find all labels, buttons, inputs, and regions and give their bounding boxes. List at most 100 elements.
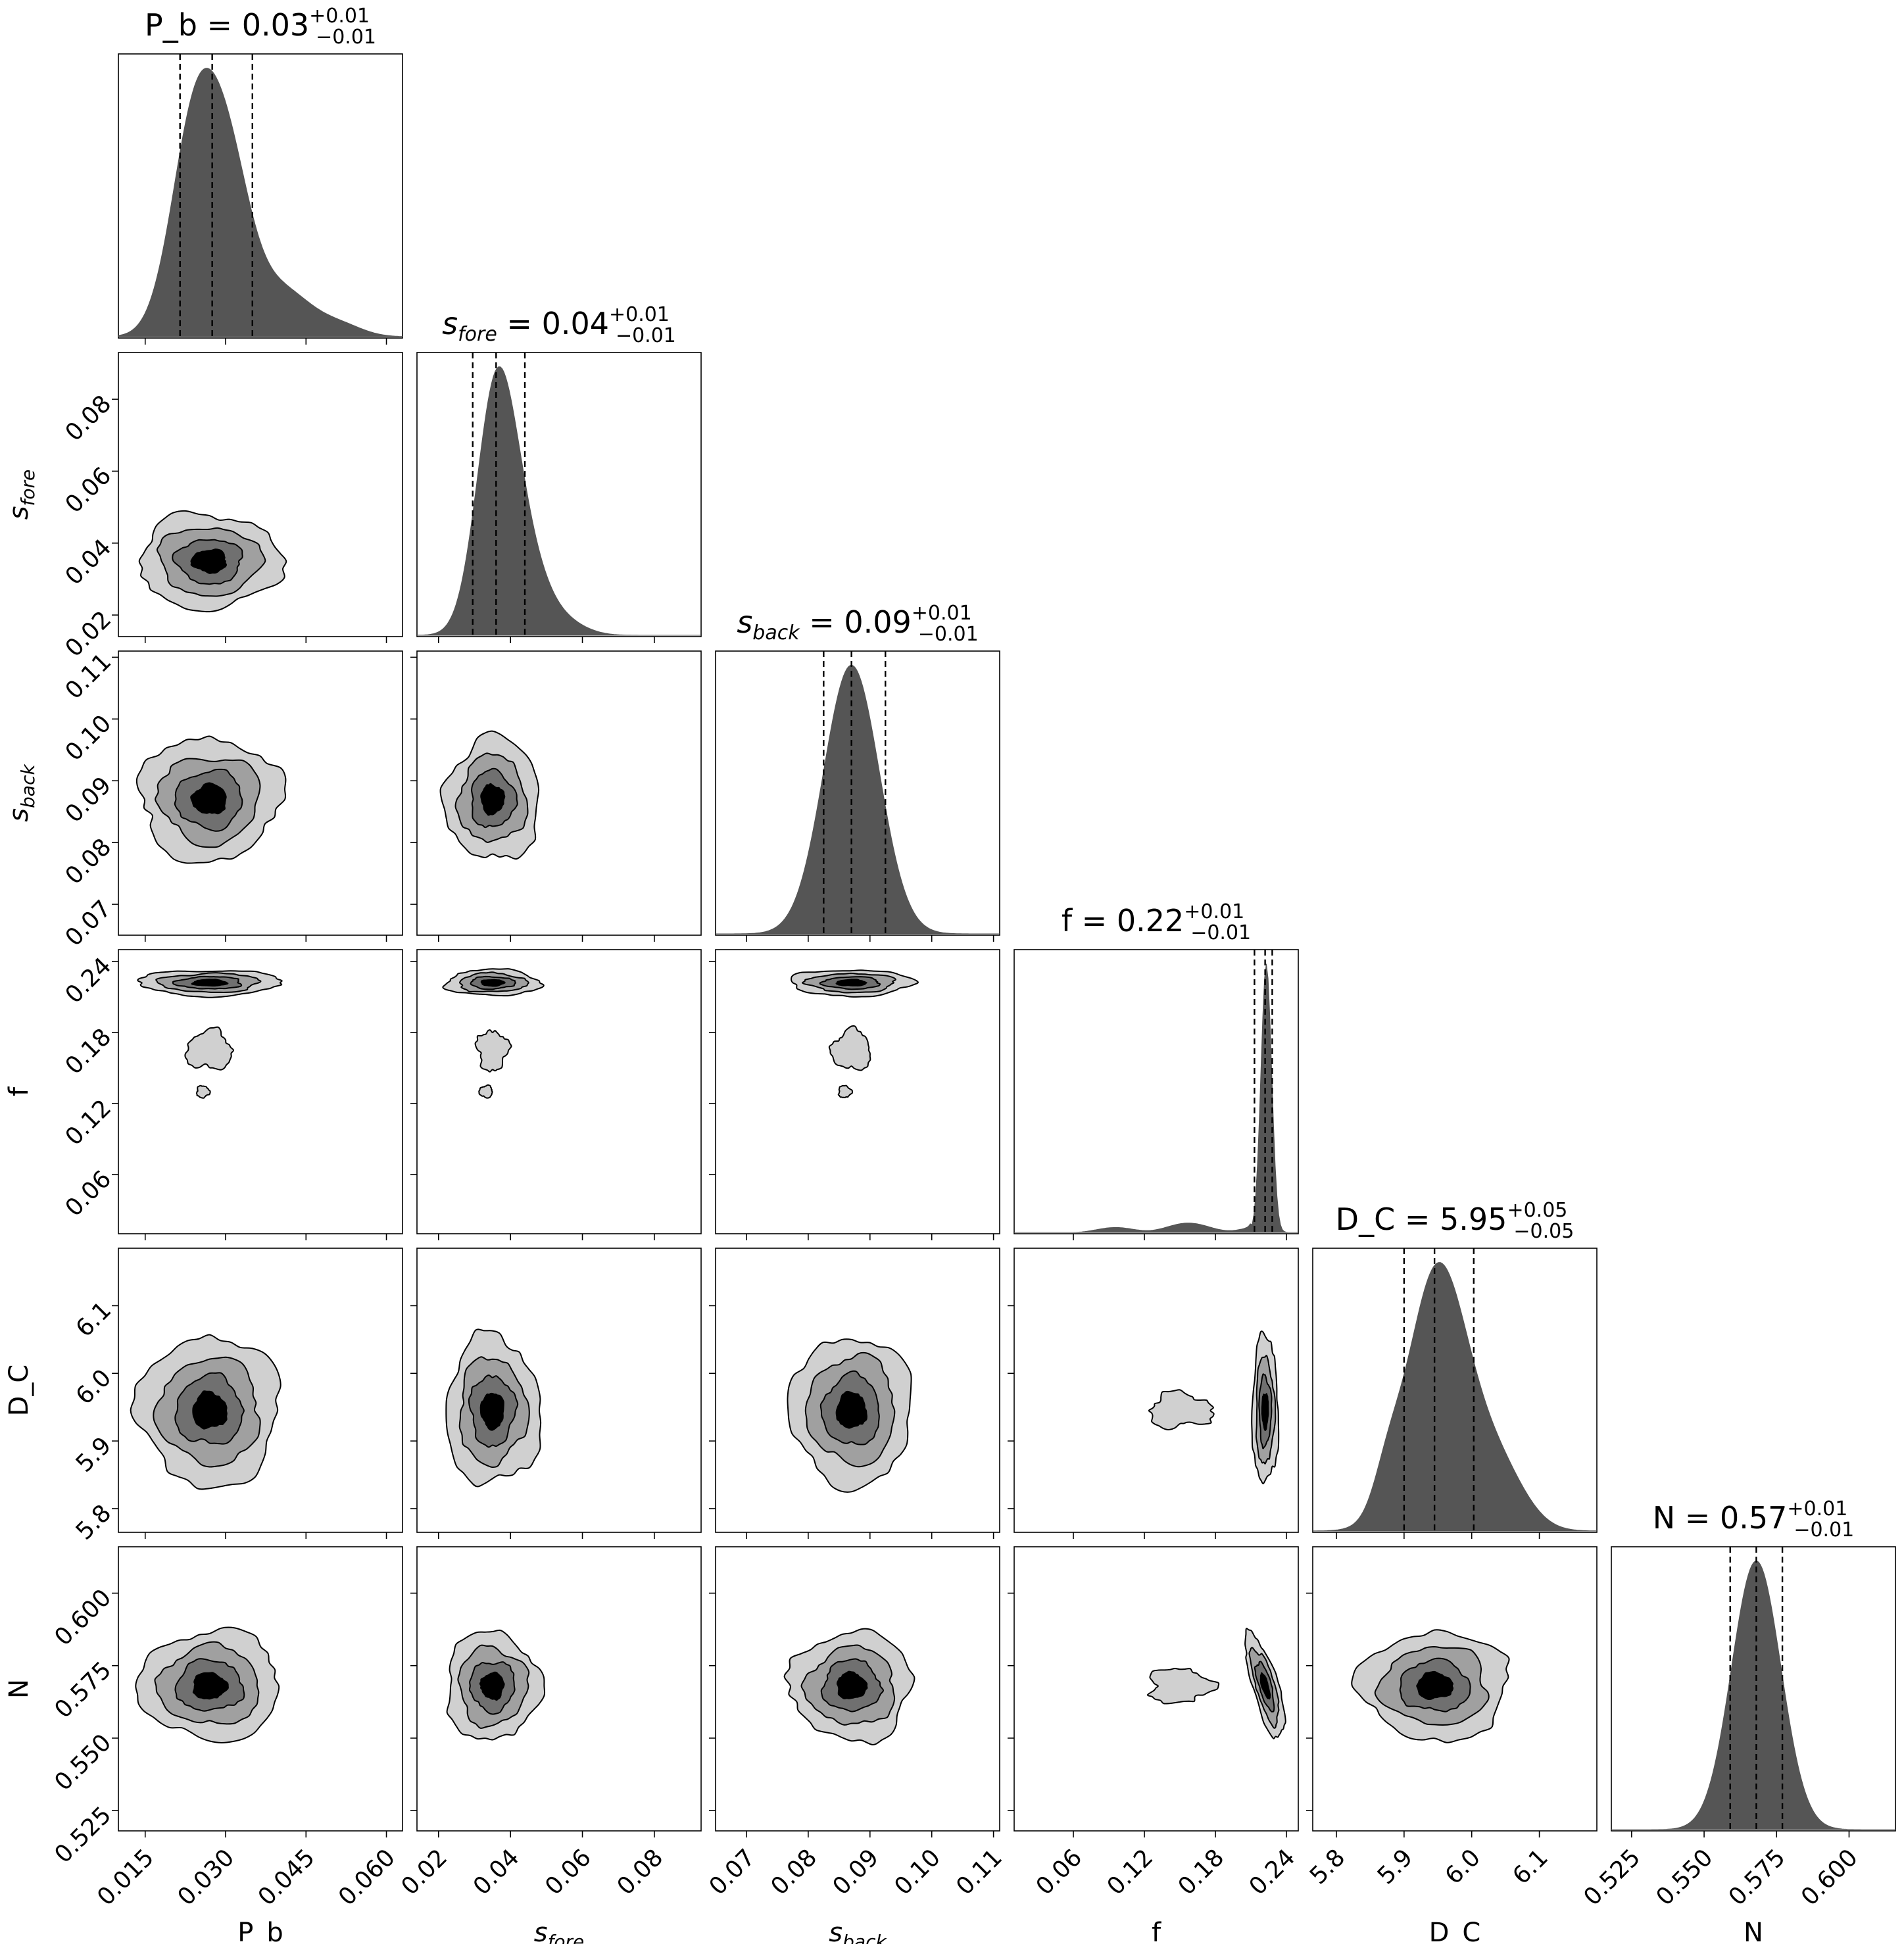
y-tick-label-f: 0.12 <box>61 1094 117 1151</box>
title-minus: −0.01 <box>316 26 376 49</box>
contour-level-4 <box>1261 1393 1269 1431</box>
title-minus: −0.01 <box>918 623 979 646</box>
y-axis-label-D_C: D_C <box>4 1365 34 1417</box>
title-plus: +0.01 <box>309 5 370 28</box>
contour-panel-s_fore-f <box>410 949 702 1240</box>
x-tick-label-s_back: 0.10 <box>889 1844 946 1901</box>
contour-level-4 <box>479 1671 505 1701</box>
contour-level-4 <box>1416 1670 1454 1701</box>
title-plus: +0.01 <box>609 303 670 326</box>
x-tick-label-P_b: 0.045 <box>253 1844 320 1911</box>
x-tick-label-s_back: 0.11 <box>951 1844 1008 1901</box>
contour-island <box>195 1084 211 1099</box>
hist-panel-s_back <box>715 650 1000 942</box>
contour-island <box>478 1084 493 1099</box>
y-tick-label-D_C: 6.0 <box>71 1365 116 1410</box>
panel-frame <box>416 949 702 1234</box>
title-value: = 0.04 <box>497 306 609 341</box>
panel-title-s_back: sback = 0.09+0.01 −0.01 <box>737 602 978 646</box>
y-axis-label-s_fore: sfore <box>4 470 39 520</box>
y-tick-label-s_back: 0.08 <box>61 833 117 890</box>
hist-panel-P_b <box>118 53 403 345</box>
contour-level-4 <box>192 1390 228 1430</box>
histogram-N <box>1611 1561 1895 1830</box>
contour-level-4 <box>192 1672 229 1700</box>
x-tick-label-D_C: 5.9 <box>1373 1844 1418 1889</box>
y-tick-label-D_C: 6.1 <box>71 1297 116 1342</box>
panel-title-s_fore: sfore = 0.04+0.01 −0.01 <box>442 303 676 347</box>
y-tick-label-s_back: 0.10 <box>61 710 117 767</box>
hist-panel-f <box>1013 949 1299 1240</box>
contour-panel-P_b-f <box>112 949 403 1240</box>
y-tick-label-D_C: 5.8 <box>71 1499 116 1545</box>
y-tick-label-f: 0.24 <box>61 952 117 1009</box>
contour-island <box>828 1025 871 1071</box>
y-axis-label-N: N <box>4 1679 34 1699</box>
y-tick-label-N: 0.600 <box>49 1584 116 1651</box>
x-tick-label-P_b: 0.015 <box>92 1844 159 1911</box>
x-tick-label-N: 0.525 <box>1578 1844 1646 1911</box>
title-plus: +0.05 <box>1507 1199 1567 1222</box>
title-param: f <box>1062 903 1073 938</box>
contour-panel-P_b-s_fore <box>112 352 403 643</box>
panel-title-D_C: D_C = 5.95+0.05 −0.05 <box>1336 1199 1574 1243</box>
x-tick-label-P_b: 0.060 <box>333 1844 401 1911</box>
title-param: s <box>442 306 458 341</box>
contour-panel-s_back-N <box>709 1546 1000 1837</box>
x-axis-label-s_fore: sfore <box>534 1918 585 1944</box>
title-value: = 0.57 <box>1675 1500 1787 1536</box>
x-tick-label-s_fore: 0.04 <box>468 1844 525 1901</box>
y-axis-label-s_back: sback <box>4 764 39 822</box>
x-axis-label-P_b: P_b <box>237 1918 283 1944</box>
histogram-s_fore <box>417 366 701 636</box>
x-tick-label-f: 0.12 <box>1102 1844 1159 1901</box>
y-tick-label-N: 0.550 <box>49 1729 116 1796</box>
contour-panel-s_back-D_C <box>709 1248 1000 1539</box>
x-tick-label-D_C: 6.0 <box>1440 1844 1486 1889</box>
y-tick-label-N: 0.575 <box>49 1657 116 1724</box>
histogram-D_C <box>1313 1262 1597 1532</box>
x-tick-label-s_fore: 0.02 <box>396 1844 452 1901</box>
y-tick-label-s_fore: 0.08 <box>61 390 117 447</box>
panel-title-P_b: P_b = 0.03+0.01 −0.01 <box>145 5 376 49</box>
y-tick-label-D_C: 5.9 <box>71 1432 116 1477</box>
contour-island <box>1146 1667 1220 1705</box>
contour-level-4 <box>191 979 229 987</box>
contour-island <box>474 1029 512 1073</box>
title-plus: +0.01 <box>1787 1497 1847 1520</box>
contour-level-4 <box>190 782 227 815</box>
title-value: = 5.95 <box>1395 1202 1507 1237</box>
x-tick-label-P_b: 0.030 <box>173 1844 240 1911</box>
x-tick-label-D_C: 6.1 <box>1507 1844 1553 1889</box>
contour-panel-s_back-f <box>709 949 1000 1240</box>
hist-panel-s_fore <box>416 352 702 643</box>
x-tick-label-s_fore: 0.08 <box>612 1844 669 1901</box>
panel-title-f: f = 0.22+0.01 −0.01 <box>1062 900 1251 944</box>
x-tick-label-s_back: 0.07 <box>704 1844 761 1901</box>
contour-panel-P_b-N <box>112 1546 403 1837</box>
contour-level-4 <box>190 548 228 574</box>
contour-panel-P_b-s_back <box>112 650 403 942</box>
title-param: N <box>1653 1500 1675 1536</box>
title-param: P_b <box>145 7 197 43</box>
contour-panel-f-D_C <box>1008 1248 1299 1539</box>
histogram-s_back <box>716 665 1000 935</box>
contour-panel-s_fore-N <box>410 1546 702 1837</box>
title-minus: −0.05 <box>1513 1220 1574 1243</box>
contour-panel-P_b-D_C <box>112 1248 403 1539</box>
contour-level-4 <box>1259 1672 1271 1700</box>
x-tick-label-s_fore: 0.06 <box>540 1844 597 1901</box>
panel-title-N: N = 0.57+0.01 −0.01 <box>1653 1497 1855 1542</box>
x-tick-label-s_back: 0.08 <box>766 1844 823 1901</box>
title-minus: −0.01 <box>1794 1519 1854 1542</box>
panel-frame <box>1013 1248 1299 1533</box>
title-param: D_C <box>1336 1202 1396 1237</box>
x-tick-label-N: 0.600 <box>1796 1844 1863 1911</box>
x-tick-label-f: 0.24 <box>1244 1844 1301 1901</box>
title-param-subscript: back <box>752 621 800 644</box>
hist-panel-N <box>1611 1546 1896 1837</box>
panel-frame <box>118 949 403 1234</box>
y-tick-label-f: 0.06 <box>61 1165 117 1222</box>
x-axis-label-s_back: sback <box>829 1918 887 1944</box>
